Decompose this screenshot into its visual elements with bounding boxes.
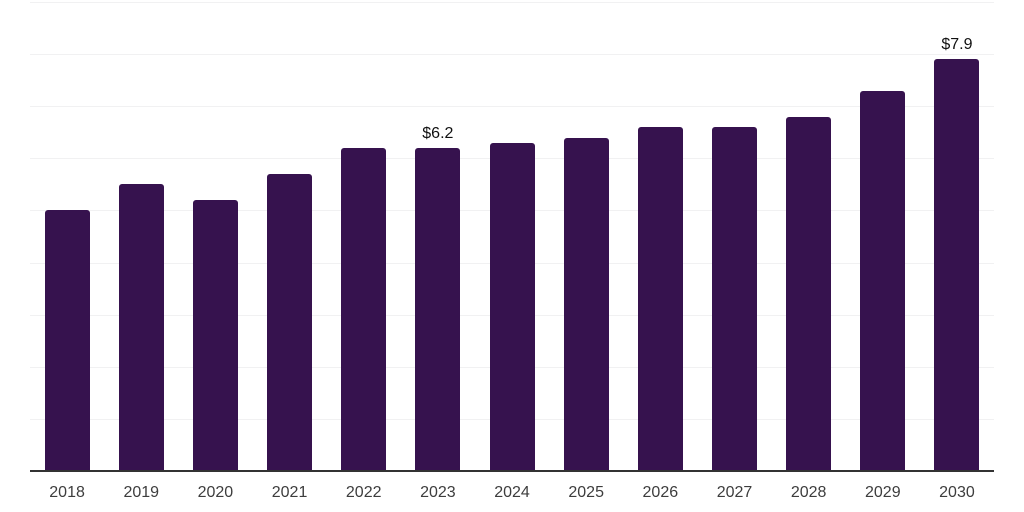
x-tick-label: 2023 xyxy=(420,484,456,501)
bar-2027 xyxy=(711,127,757,471)
bar-2025 xyxy=(563,137,609,471)
bar-2018 xyxy=(44,210,90,471)
bar-2021 xyxy=(267,173,313,471)
x-tick-label: 2018 xyxy=(49,484,85,501)
bar-slot-2023: $6.2 xyxy=(401,2,475,471)
x-tick-label: 2024 xyxy=(494,484,530,501)
plot-area: $6.2 $7.9 xyxy=(30,2,994,471)
bar-2029 xyxy=(860,90,906,471)
bar-2019 xyxy=(118,184,164,471)
bar-value-label: $7.9 xyxy=(941,36,973,54)
gridline xyxy=(30,2,994,3)
bar-2020 xyxy=(192,200,238,471)
bar-2026 xyxy=(637,127,683,471)
bar-2023 xyxy=(415,147,461,471)
bar-2024 xyxy=(489,142,535,471)
bars-row: $6.2 $7.9 xyxy=(30,2,994,471)
x-tick-label: 2019 xyxy=(123,484,160,501)
bar-slot-2021 xyxy=(252,2,326,471)
x-axis-line xyxy=(30,470,994,472)
x-tick-label: 2028 xyxy=(790,484,827,501)
bar-slot-2030: $7.9 xyxy=(920,2,994,471)
bar-slot-2028 xyxy=(772,2,846,471)
bar-slot-2026 xyxy=(623,2,697,471)
x-tick-label: 2026 xyxy=(642,484,679,501)
bar-slot-2019 xyxy=(104,2,178,471)
bar-2028 xyxy=(786,116,832,471)
bar-slot-2027 xyxy=(697,2,771,471)
bar-slot-2024 xyxy=(475,2,549,471)
bar-slot-2025 xyxy=(549,2,623,471)
gridline xyxy=(30,54,994,56)
x-tick-label: 2025 xyxy=(568,484,604,501)
bar-slot-2020 xyxy=(178,2,252,471)
x-tick-label: 2022 xyxy=(345,484,382,501)
bar-2022 xyxy=(341,147,387,471)
bar-value-label: $6.2 xyxy=(422,124,454,142)
x-tick-label: 2021 xyxy=(271,484,308,501)
bar-slot-2029 xyxy=(846,2,920,471)
x-tick-label: 2030 xyxy=(939,484,975,501)
gridline xyxy=(30,106,994,108)
bar-slot-2022 xyxy=(327,2,401,471)
x-tick-label: 2020 xyxy=(197,484,234,501)
bar-slot-2018 xyxy=(30,2,104,471)
x-axis-labels: 2018 2019 2020 2021 2022 2023 2024 2025 2026 2027… xyxy=(30,484,994,502)
x-tick-label: 2029 xyxy=(865,484,901,501)
x-tick-label: 2027 xyxy=(716,484,753,501)
bar-2030 xyxy=(934,59,980,471)
